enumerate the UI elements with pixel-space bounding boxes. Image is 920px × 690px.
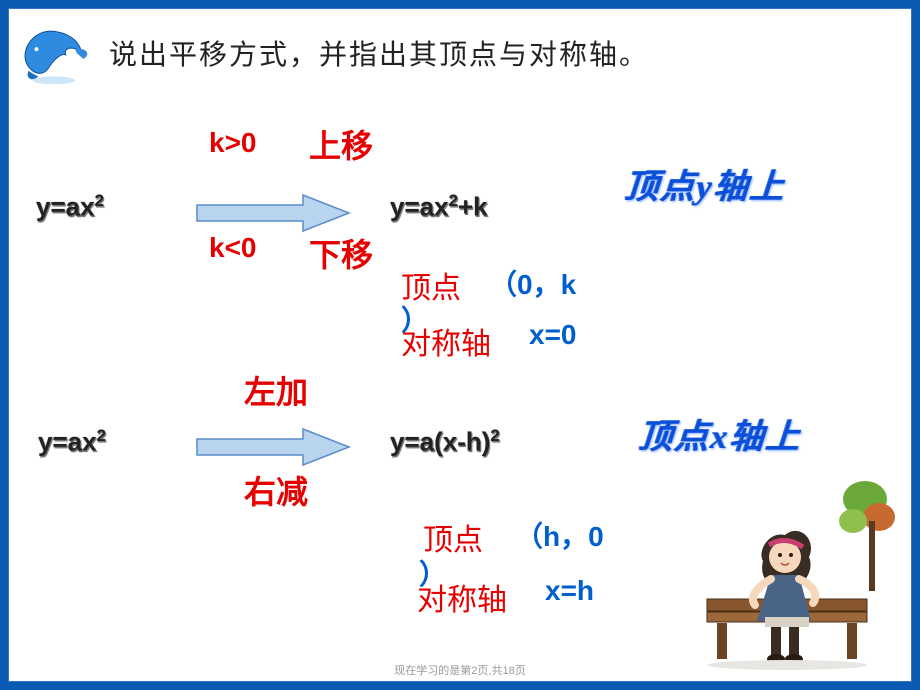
slide-title: 说出平移方式，并指出其顶点与对称轴。 <box>109 33 649 73</box>
left-add-label: 左加 <box>244 367 308 413</box>
vertex1-value: （0，k <box>489 263 576 303</box>
axis2-value: x=h <box>545 575 594 607</box>
shift-down-label: 下移 <box>309 230 373 276</box>
slide-canvas: 说出平移方式，并指出其顶点与对称轴。 y=ax2 y=ax2 y=ax2+k y… <box>8 8 912 682</box>
arrow-icon <box>193 193 353 233</box>
axis2-label: 对称轴 <box>417 575 507 619</box>
page-footer: 现在学习的是第2页,共18页 <box>9 662 911 678</box>
k-positive-label: k>0 <box>209 127 257 159</box>
banner-vertex-y-axis: 顶点y轴上 <box>623 159 788 208</box>
equation-left-2: y=ax2 y=ax2 <box>39 427 107 459</box>
banner-vertex-x-axis: 顶点x轴上 <box>637 409 803 458</box>
equation-right-2: y=a(x-h)2 y=a(x-h)2 <box>391 427 501 459</box>
right-sub-label: 右减 <box>244 467 308 513</box>
arrow-icon <box>193 427 353 467</box>
axis1-label: 对称轴 <box>401 319 491 363</box>
vertex2-value: （h，0 <box>515 515 604 555</box>
axis1-value: x=0 <box>529 319 577 351</box>
equation-right-1: y=ax2+k y=ax2+k <box>391 192 489 224</box>
dolphin-icon <box>15 19 93 89</box>
girl-illustration-icon <box>677 471 897 671</box>
k-negative-label: k<0 <box>209 232 257 264</box>
shift-up-label: 上移 <box>309 121 373 167</box>
equation-left-1: y=ax2 y=ax2 <box>37 192 105 224</box>
